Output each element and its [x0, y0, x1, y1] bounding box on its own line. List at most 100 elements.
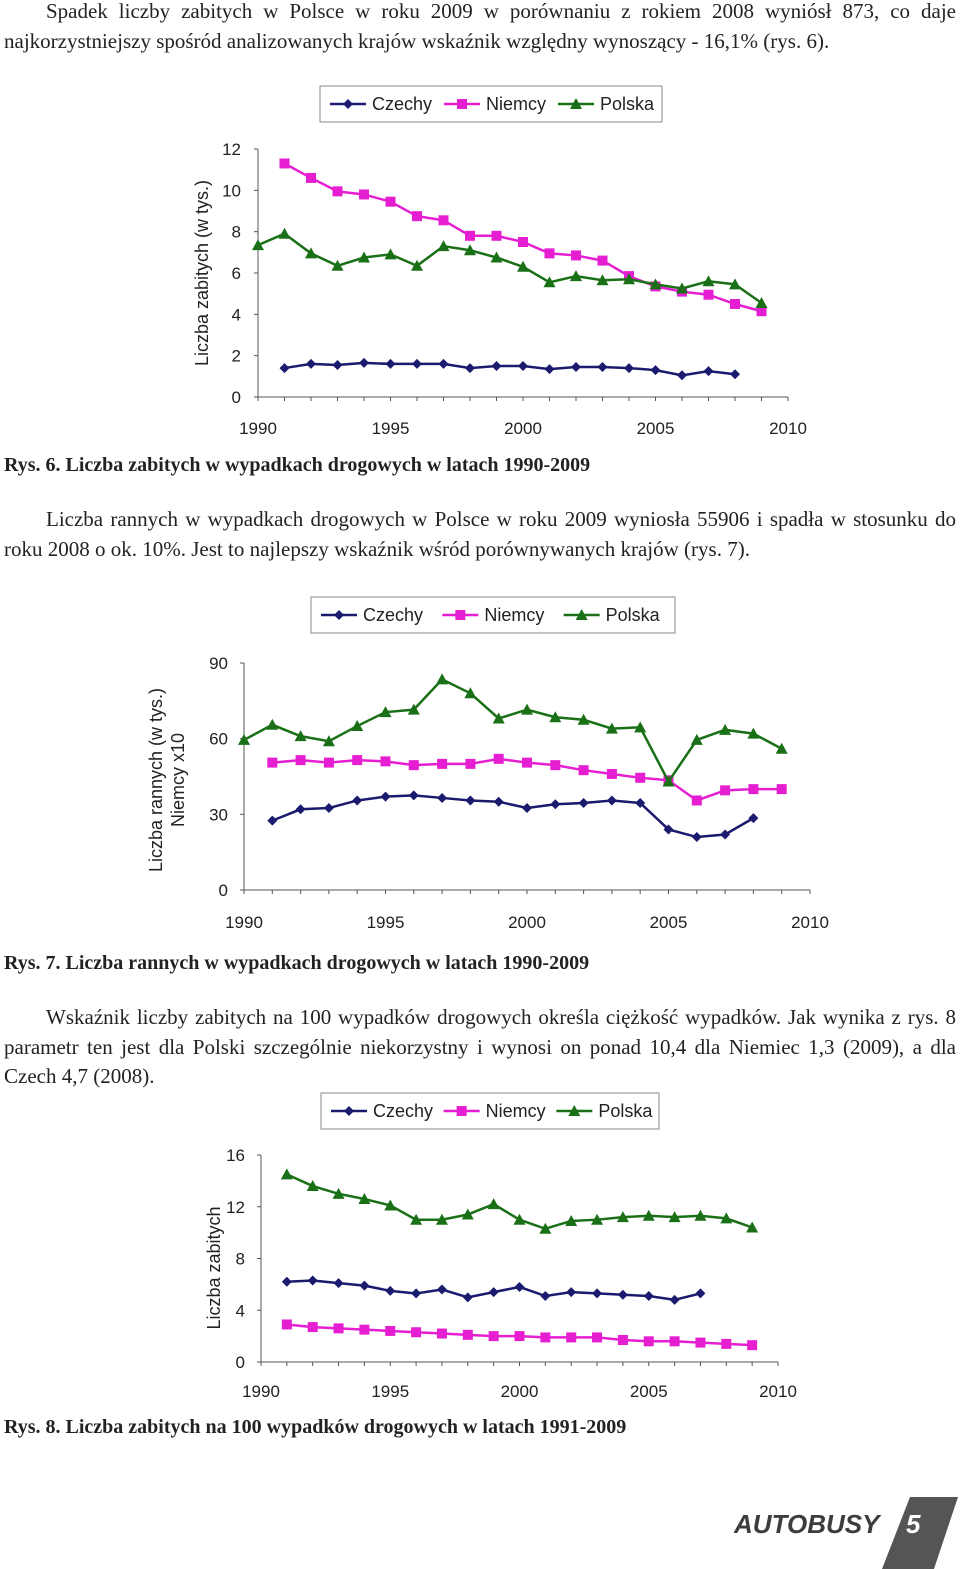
data-point [643, 1336, 654, 1347]
data-point [379, 706, 392, 718]
data-point [578, 797, 589, 808]
chart-deaths-per-100: 0 4 8 12 16 1990 1995 2000 2005 2010 Liczba zabity… [204, 1092, 797, 1401]
data-point [407, 703, 420, 715]
legend-label: Czechy [363, 605, 423, 625]
data-point [544, 364, 555, 375]
data-point [544, 248, 555, 259]
data-point [703, 366, 714, 377]
data-point [491, 361, 502, 371]
data-point [514, 1331, 525, 1342]
data-point [438, 215, 449, 226]
data-point [323, 803, 334, 814]
legend-marker [334, 610, 344, 620]
data-point [606, 795, 617, 806]
data-point [650, 365, 661, 376]
data-point [624, 363, 634, 374]
data-point [605, 722, 618, 734]
data-point [359, 1324, 370, 1335]
data-point [550, 760, 561, 771]
x-tick-label: 1990 [242, 1382, 280, 1401]
data-point [616, 1211, 629, 1223]
paragraph-1: Spadek liczby zabitych w Polsce w roku 2… [4, 0, 956, 56]
data-point [635, 797, 646, 808]
x-tick-label: 1995 [372, 419, 410, 438]
data-point [606, 768, 617, 779]
data-point [358, 1192, 371, 1204]
data-point [755, 296, 768, 308]
data-point [729, 278, 741, 290]
y-axis-label-line: Liczba rannych (w tys.) [146, 688, 166, 872]
data-point [776, 784, 787, 795]
data-point [577, 713, 590, 725]
series-niemcy [267, 753, 787, 806]
data-point [487, 1198, 500, 1210]
y-tick-label: 6 [232, 264, 241, 283]
data-point [436, 1328, 447, 1339]
data-point [623, 273, 635, 285]
paragraph-3-text: Wskaźnik liczby zabitych na 100 wypadków… [4, 1005, 956, 1088]
data-point [721, 1338, 732, 1349]
y-tick-label: 0 [236, 1353, 245, 1372]
legend-label: Polska [606, 605, 661, 625]
y-axis-label: Liczba zabitych (w tys.) [192, 180, 212, 366]
data-point [280, 1168, 293, 1180]
data-point [332, 186, 343, 197]
data-point [332, 1187, 345, 1199]
data-point [238, 733, 250, 745]
series-polska [280, 1168, 759, 1234]
data-point [596, 274, 609, 286]
data-point [488, 1331, 499, 1342]
legend-marker [343, 99, 353, 109]
data-point [281, 1319, 292, 1330]
data-point [491, 230, 502, 241]
data-point [437, 758, 448, 769]
data-point [465, 795, 476, 806]
data-point [358, 251, 370, 263]
data-point [571, 250, 581, 261]
y-tick-label: 12 [222, 140, 241, 159]
legend-label: Polska [598, 1101, 653, 1121]
data-point [385, 1285, 396, 1296]
data-point [410, 1213, 423, 1225]
y-tick-label: 4 [232, 305, 241, 324]
data-point [492, 712, 505, 724]
series-polska [252, 227, 768, 308]
data-point [493, 753, 504, 764]
data-point [380, 756, 391, 767]
y-tick-label: 2 [232, 347, 241, 366]
y-tick-label: 8 [236, 1250, 245, 1269]
data-point [266, 718, 279, 730]
data-point [669, 1336, 680, 1347]
logo-number: 5 [906, 1509, 921, 1539]
data-point [295, 755, 306, 766]
data-point [514, 1281, 525, 1292]
chart-deaths: 0 2 4 6 8 10 12 1990 1995 2000 2005 2010 Liczba zabi… [192, 85, 807, 438]
legend-box [310, 596, 676, 634]
data-point [720, 829, 731, 840]
data-point [663, 824, 674, 835]
data-point [748, 813, 759, 824]
data-point [635, 772, 646, 783]
data-point [578, 765, 589, 776]
data-point [267, 815, 278, 826]
data-point [412, 358, 422, 369]
x-tick-label: 1990 [239, 419, 277, 438]
data-point [668, 1211, 681, 1223]
data-point [295, 804, 306, 815]
legend: Czechy Niemcy Polska [319, 85, 663, 123]
data-point [435, 1213, 448, 1225]
data-point [775, 742, 788, 754]
y-tick-label: 8 [232, 223, 241, 242]
data-point [267, 757, 278, 768]
data-point [437, 240, 450, 252]
data-point [307, 1322, 318, 1333]
data-point [464, 687, 477, 699]
data-point [385, 358, 396, 369]
legend-marker [568, 1105, 581, 1116]
data-point [643, 1291, 654, 1302]
data-point [306, 1180, 319, 1192]
legend-box [319, 85, 663, 123]
paragraph-1-text: Spadek liczby zabitych w Polsce w roku 2… [4, 0, 956, 53]
data-point [617, 1335, 628, 1346]
data-point [462, 1329, 473, 1340]
